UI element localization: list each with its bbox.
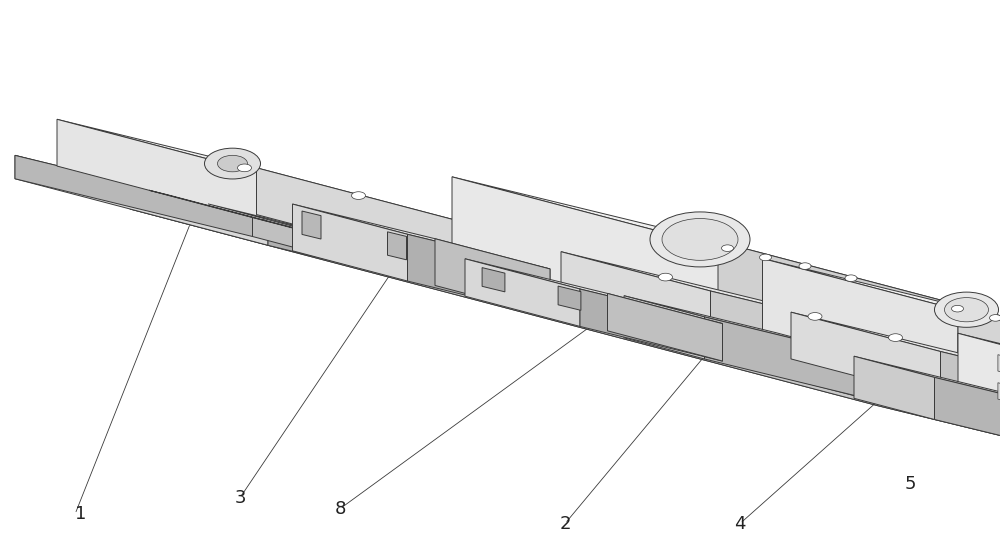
Polygon shape xyxy=(958,333,1000,437)
Circle shape xyxy=(658,273,672,281)
Polygon shape xyxy=(763,258,1000,417)
Polygon shape xyxy=(878,382,1000,452)
Text: 2: 2 xyxy=(559,515,571,532)
Polygon shape xyxy=(465,259,580,327)
Circle shape xyxy=(799,263,811,270)
Polygon shape xyxy=(292,204,550,269)
Polygon shape xyxy=(998,355,1000,379)
Circle shape xyxy=(845,275,857,282)
Circle shape xyxy=(722,245,734,251)
Polygon shape xyxy=(608,294,722,361)
Polygon shape xyxy=(465,259,722,323)
Polygon shape xyxy=(408,234,550,316)
Polygon shape xyxy=(958,333,1000,443)
Polygon shape xyxy=(452,177,763,352)
Polygon shape xyxy=(718,241,1000,417)
Polygon shape xyxy=(763,258,1000,375)
Polygon shape xyxy=(580,289,722,361)
Circle shape xyxy=(934,292,999,327)
Circle shape xyxy=(808,312,822,320)
Polygon shape xyxy=(256,168,463,269)
Polygon shape xyxy=(561,252,920,342)
Polygon shape xyxy=(435,239,550,316)
Polygon shape xyxy=(705,317,856,396)
Polygon shape xyxy=(791,312,940,398)
Text: 3: 3 xyxy=(234,489,246,507)
Polygon shape xyxy=(15,155,268,245)
Polygon shape xyxy=(854,356,1000,414)
Text: 6: 6 xyxy=(904,354,916,372)
Polygon shape xyxy=(624,296,705,359)
Polygon shape xyxy=(252,213,506,303)
Circle shape xyxy=(662,218,738,260)
Polygon shape xyxy=(791,312,1000,403)
Text: 5: 5 xyxy=(904,475,916,493)
Polygon shape xyxy=(130,209,1000,452)
Text: 8: 8 xyxy=(334,500,346,518)
Polygon shape xyxy=(561,252,710,338)
Polygon shape xyxy=(998,383,1000,408)
Polygon shape xyxy=(482,268,505,292)
Circle shape xyxy=(889,334,903,342)
Polygon shape xyxy=(854,356,935,420)
Polygon shape xyxy=(292,204,408,281)
Polygon shape xyxy=(130,186,1000,428)
Polygon shape xyxy=(282,223,1000,424)
Circle shape xyxy=(238,164,252,172)
Polygon shape xyxy=(940,351,1000,449)
Polygon shape xyxy=(452,177,1000,323)
Polygon shape xyxy=(710,291,920,388)
Polygon shape xyxy=(15,155,252,236)
Polygon shape xyxy=(558,286,581,310)
Circle shape xyxy=(944,298,989,322)
Polygon shape xyxy=(15,155,506,279)
Circle shape xyxy=(204,148,260,179)
Polygon shape xyxy=(302,211,321,239)
Polygon shape xyxy=(57,119,264,221)
Polygon shape xyxy=(388,232,406,260)
Text: 1: 1 xyxy=(75,505,86,523)
Polygon shape xyxy=(130,186,878,406)
Circle shape xyxy=(217,155,247,172)
Polygon shape xyxy=(958,310,1000,468)
Circle shape xyxy=(760,254,772,261)
Polygon shape xyxy=(57,119,463,222)
Circle shape xyxy=(352,192,366,200)
Circle shape xyxy=(952,305,964,312)
Polygon shape xyxy=(149,190,916,392)
Polygon shape xyxy=(624,296,856,354)
Polygon shape xyxy=(935,377,1000,456)
Text: 4: 4 xyxy=(734,515,746,532)
Polygon shape xyxy=(268,222,506,303)
Circle shape xyxy=(990,315,1000,321)
Polygon shape xyxy=(763,258,958,404)
Circle shape xyxy=(650,212,750,267)
Polygon shape xyxy=(264,174,463,269)
Polygon shape xyxy=(208,204,426,260)
